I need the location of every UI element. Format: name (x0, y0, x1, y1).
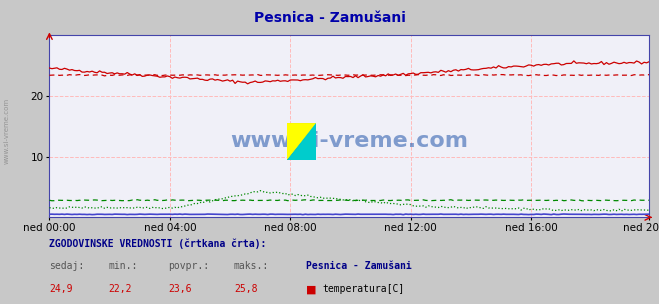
Polygon shape (287, 123, 316, 160)
Text: 23,6: 23,6 (168, 284, 192, 294)
Text: 25,8: 25,8 (234, 284, 258, 294)
Polygon shape (287, 123, 316, 160)
Text: min.:: min.: (109, 261, 138, 271)
Text: 22,2: 22,2 (109, 284, 132, 294)
Text: povpr.:: povpr.: (168, 261, 209, 271)
Text: Pesnica - Zamušani: Pesnica - Zamušani (254, 11, 405, 25)
Text: ZGODOVINSKE VREDNOSTI (črtkana črta):: ZGODOVINSKE VREDNOSTI (črtkana črta): (49, 239, 267, 249)
Text: 24,9: 24,9 (49, 284, 73, 294)
Text: Pesnica - Zamušani: Pesnica - Zamušani (306, 261, 412, 271)
Text: www.si-vreme.com: www.si-vreme.com (230, 131, 469, 151)
Text: ■: ■ (306, 284, 317, 294)
Text: maks.:: maks.: (234, 261, 269, 271)
Text: sedaj:: sedaj: (49, 261, 84, 271)
Text: temperatura[C]: temperatura[C] (323, 284, 405, 294)
Text: www.si-vreme.com: www.si-vreme.com (3, 98, 10, 164)
